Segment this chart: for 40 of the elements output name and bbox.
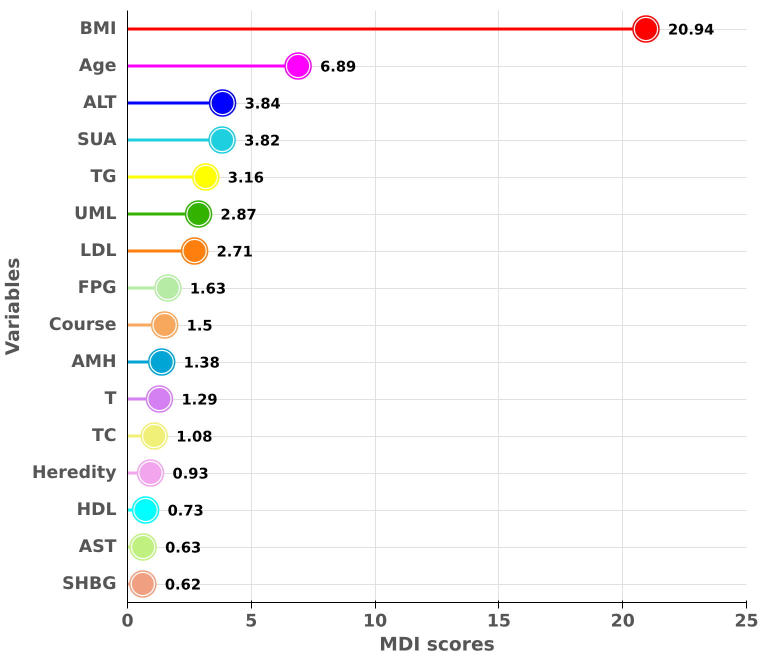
y-tick-label: LDL xyxy=(80,241,116,261)
data-label: 6.89 xyxy=(320,58,356,76)
y-tick-label: Heredity xyxy=(32,463,117,483)
y-tick-label: UML xyxy=(74,204,117,224)
x-axis-title: MDI scores xyxy=(379,634,495,656)
data-label: 3.82 xyxy=(244,132,280,150)
y-tick-label: FPG xyxy=(78,278,117,298)
data-label: 0.62 xyxy=(164,576,202,594)
data-label: 0.93 xyxy=(172,466,209,482)
x-tick-label: 0 xyxy=(121,612,134,632)
data-label: 3.16 xyxy=(228,170,264,186)
y-tick-label: T xyxy=(104,389,117,409)
y-tick-label: SUA xyxy=(77,130,118,150)
y-tick-label: AMH xyxy=(71,352,117,372)
data-label: 0.73 xyxy=(168,502,204,520)
data-label: 1.08 xyxy=(176,428,212,446)
data-label: 2.71 xyxy=(216,244,253,260)
y-tick-label: ALT xyxy=(83,93,117,113)
x-tick-label: 25 xyxy=(734,612,759,632)
data-label: 2.87 xyxy=(220,206,257,224)
y-axis-title: Variables xyxy=(3,258,24,356)
data-label: 1.63 xyxy=(190,280,226,298)
y-tick-label: BMI xyxy=(80,19,117,39)
data-label: 1.5 xyxy=(186,318,213,334)
data-label: 1.29 xyxy=(181,392,218,408)
y-tick-label: Age xyxy=(78,56,117,76)
y-tick-label: TC xyxy=(92,426,117,446)
y-tick-label: Course xyxy=(48,315,117,335)
data-label: 20.94 xyxy=(668,22,714,38)
data-label: 3.84 xyxy=(244,96,281,112)
x-tick-label: 15 xyxy=(486,612,511,632)
x-tick-label: 10 xyxy=(363,612,388,632)
y-tick-label: SHBG xyxy=(62,574,117,594)
y-tick-label: HDL xyxy=(76,500,117,520)
data-label: 1.38 xyxy=(184,354,220,372)
data-label: 0.63 xyxy=(165,540,202,556)
y-tick-label: TG xyxy=(90,167,117,187)
x-tick-label: 5 xyxy=(245,612,258,632)
x-tick-label: 20 xyxy=(610,612,635,632)
y-tick-label: AST xyxy=(78,537,117,557)
